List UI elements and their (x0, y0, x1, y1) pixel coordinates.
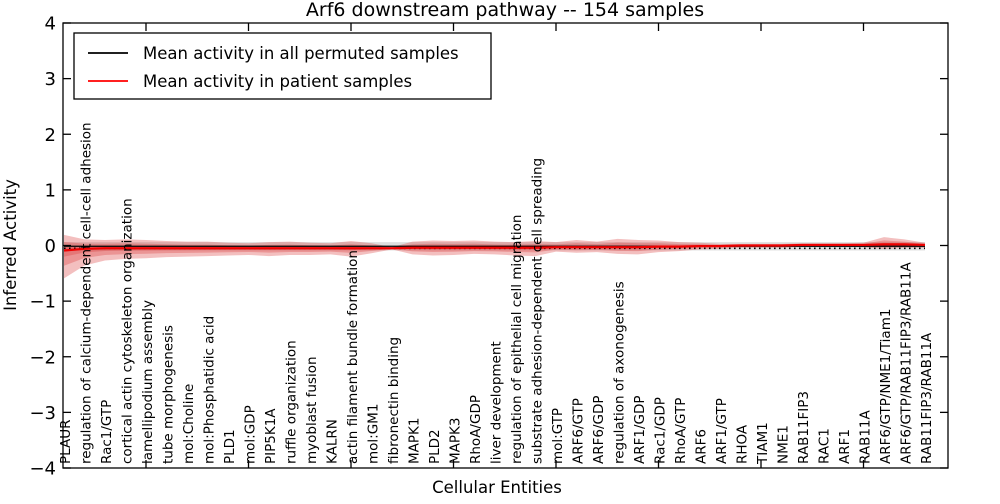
y-tick-label: −3 (29, 403, 56, 424)
x-tick-label: lamellipodium assembly (140, 300, 156, 464)
x-tick-label: fibronectin binding (386, 337, 402, 464)
x-tick-label: liver development (489, 341, 505, 464)
x-tick-label: mol:GDP (243, 405, 259, 464)
x-tick-label: ARF6/GTP/RAB11FIP3/RAB11A (899, 262, 915, 464)
x-tick-label: ruffle organization (284, 340, 300, 464)
x-tick-label: MAPK3 (448, 418, 464, 464)
x-tick-label: tube morphogenesis (161, 325, 177, 464)
x-tick-label: mol:Phosphatidic acid (202, 316, 218, 464)
x-tick-label: cortical actin cytoskeleton organization (120, 198, 136, 464)
legend-box (73, 32, 492, 100)
x-tick-label: Rac1/GTP (99, 400, 115, 464)
x-tick-label: TIAM1 (755, 422, 771, 465)
legend: Mean activity in all permuted samples Me… (73, 32, 492, 100)
mean-activity-lines (63, 243, 926, 252)
x-tick-label: ARF1 (837, 429, 853, 464)
x-tick-label: mol:GTP (550, 408, 566, 464)
x-tick-label: KALRN (325, 419, 341, 464)
y-tick-label: 0 (45, 236, 56, 257)
x-tick-label: ARF1/GTP (714, 398, 730, 464)
x-tick-label: MAPK1 (407, 418, 423, 464)
x-axis-label: Cellular Entities (432, 478, 562, 497)
x-tick-label: ARF1/GDP (632, 395, 648, 464)
x-tick-label: RAC1 (817, 428, 833, 464)
x-tick-label: Rac1/GDP (653, 397, 669, 464)
x-tick-label: RAB11FIP3 (796, 391, 812, 464)
y-tick-label: −1 (29, 292, 56, 313)
x-tick-label: regulation of axonogenesis (612, 281, 628, 464)
y-tick-labels: 4 3 2 1 0 −1 −2 −3 −4 (29, 14, 56, 480)
x-tick-label: mol:GM1 (366, 404, 382, 464)
x-tick-label: substrate adhesion-dependent cell spread… (530, 158, 546, 464)
x-tick-label: actin filament bundle formation (345, 250, 361, 464)
x-tick-label: RhoA/GDP (468, 395, 484, 464)
x-tick-labels: PLAUR regulation of calcium-dependent cel… (58, 122, 935, 465)
x-tick-label: RHOA (735, 424, 751, 464)
x-tick-label: PLAUR (58, 420, 74, 464)
x-tick-label: RhoA/GTP (673, 398, 689, 464)
uncertainty-bands (64, 234, 925, 279)
x-tick-label: mol:Choline (181, 384, 197, 464)
x-tick-label: ARF6/GDP (591, 395, 607, 464)
x-tick-label: regulation of epithelial cell migration (509, 215, 525, 464)
x-tick-label: PLD1 (222, 429, 238, 464)
patient-std-band-0 (64, 234, 925, 279)
y-tick-label: −2 (29, 347, 56, 368)
x-tick-label: RAB11FIP3/RAB11A (919, 332, 935, 464)
patient-mean-line (63, 243, 926, 252)
x-tick-label: ARF6 (694, 429, 710, 464)
x-tick-label: myoblast fusion (304, 356, 320, 464)
x-tick-label: PIP5K1A (263, 408, 279, 464)
y-tick-label: 1 (45, 180, 56, 201)
x-tick-label: RAB11A (858, 409, 874, 464)
y-tick-label: 2 (45, 125, 56, 146)
chart-title: Arf6 downstream pathway -- 154 samples (306, 0, 704, 21)
legend-label-permuted: Mean activity in all permuted samples (143, 44, 459, 63)
x-tick-label: PLD2 (427, 429, 443, 464)
axis-ticks (63, 22, 948, 469)
y-tick-label: 4 (45, 14, 56, 35)
y-tick-label: −4 (29, 459, 56, 480)
legend-label-patient: Mean activity in patient samples (143, 72, 412, 91)
x-tick-label: regulation of calcium-dependent cell-cel… (79, 122, 95, 464)
y-axis-label: Inferred Activity (1, 179, 20, 311)
x-tick-label: ARF6/GTP (571, 398, 587, 464)
x-tick-label: NME1 (776, 425, 792, 464)
y-tick-label: 3 (45, 69, 56, 90)
x-tick-label: ARF6/GTP/NME1/Tiam1 (878, 309, 894, 464)
